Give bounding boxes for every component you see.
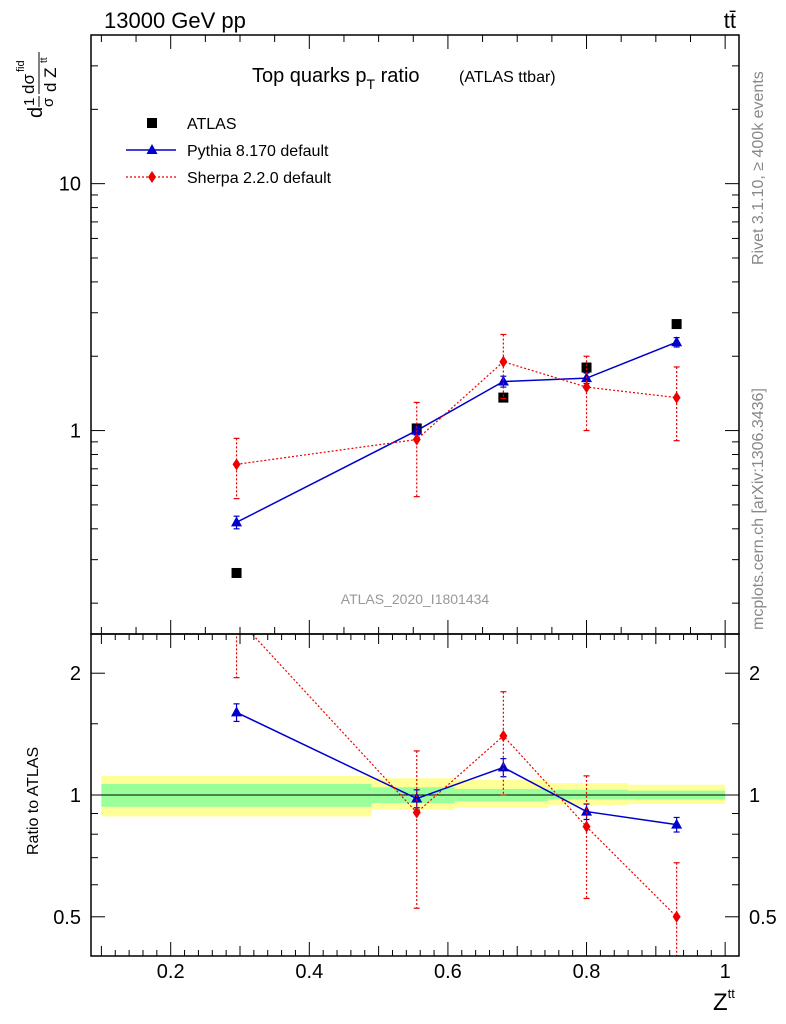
svg-text:fid: fid [15, 60, 27, 72]
legend: ATLAS Pythia 8.170 default Sherpa 2.2.0 … [126, 116, 332, 187]
legend-label-sherpa: Sherpa 2.2.0 default [187, 170, 332, 187]
legend-item-atlas: ATLAS [147, 116, 237, 133]
pythia-point [497, 375, 509, 386]
pythia-line [236, 341, 677, 523]
sherpa-point [232, 458, 241, 471]
legend-label-atlas: ATLAS [187, 116, 237, 133]
pythia-ratio-point [231, 706, 243, 717]
x-axis-label: Ztt [713, 986, 735, 1016]
ratio-panel: 0.5 0.5 1 1 2 2 0.2 0.4 0.6 0.8 1 Ratio to ATLAS Z… [25, 611, 777, 1016]
sherpa-point [412, 433, 421, 446]
plot-title: Top quarks pT ratio [252, 65, 420, 92]
atlas-point [671, 319, 682, 330]
ratio-y-tick-label-right: 2 [749, 663, 760, 685]
sherpa-point [582, 381, 591, 394]
pythia-point [671, 336, 683, 347]
svg-text:1: 1 [21, 98, 38, 106]
ratio-y-tick-label-right: 1 [749, 785, 760, 807]
sherpa-ratio-line [251, 634, 678, 918]
ratio-y-tick-label: 2 [70, 663, 81, 685]
sherpa-point [499, 355, 508, 368]
sherpa-point [672, 391, 681, 404]
main-y-axis-label: d 1 σ dσ fid d Z tt [15, 52, 60, 118]
mcplots-label: mcplots.cern.ch [arXiv:1306.3436] [750, 388, 767, 630]
x-tick-label: 0.8 [573, 961, 601, 983]
sherpa-ratio-point [582, 820, 591, 833]
legend-marker-sherpa [148, 171, 156, 183]
x-tick-label: 0.6 [434, 961, 462, 983]
pythia-ratio-point [671, 818, 683, 829]
legend-marker-pythia [146, 144, 158, 154]
pythia-ratio-point [581, 805, 593, 816]
ratio-y-axis-label: Ratio to ATLAS [25, 747, 42, 855]
pythia-ratio-point [497, 761, 509, 772]
pythia-point [231, 516, 243, 527]
rivet-version-label: Rivet 3.1.10, ≥ 400k events [750, 71, 767, 265]
x-tick-label: 0.2 [157, 961, 185, 983]
svg-text:tt: tt [39, 57, 50, 63]
main-panel: 1 10 Top quarks pT ratio (ATLAS ttbar) AT… [15, 34, 740, 635]
svg-text:σ: σ [40, 97, 57, 107]
pythia-point [411, 424, 423, 435]
atlas-point [498, 392, 509, 403]
x-tick-label: 0.4 [295, 961, 323, 983]
atlas-point [231, 567, 242, 578]
atlas-point [581, 362, 592, 373]
ratio-y-tick-label: 1 [70, 785, 81, 807]
svg-text:dσ: dσ [19, 74, 38, 94]
svg-text:d Z: d Z [41, 67, 60, 92]
analysis-watermark: ATLAS_2020_I1801434 [341, 591, 490, 607]
plot-title-small: (ATLAS ttbar) [459, 69, 556, 86]
ratio-y-tick-label: 0.5 [53, 907, 81, 929]
ratio-y-tick-label-right: 0.5 [749, 907, 777, 929]
legend-item-sherpa: Sherpa 2.2.0 default [126, 170, 332, 187]
legend-item-pythia: Pythia 8.170 default [126, 143, 329, 160]
sherpa-line [236, 361, 677, 465]
svg-text:d: d [25, 107, 47, 118]
sherpa-ratio-point [412, 806, 421, 819]
process-label: tt̄ [724, 8, 736, 33]
sherpa-ratio-point [672, 910, 681, 923]
energy-label: 13000 GeV pp [104, 8, 246, 33]
y-tick-label: 1 [70, 421, 81, 443]
legend-label-pythia: Pythia 8.170 default [187, 143, 329, 160]
sherpa-ratio-point [233, 611, 241, 623]
sherpa-ratio-point [499, 729, 508, 742]
x-tick-label: 1 [720, 961, 731, 983]
pythia-ratio-point [411, 792, 423, 803]
legend-marker-atlas [147, 118, 157, 128]
y-tick-label: 10 [59, 174, 81, 196]
